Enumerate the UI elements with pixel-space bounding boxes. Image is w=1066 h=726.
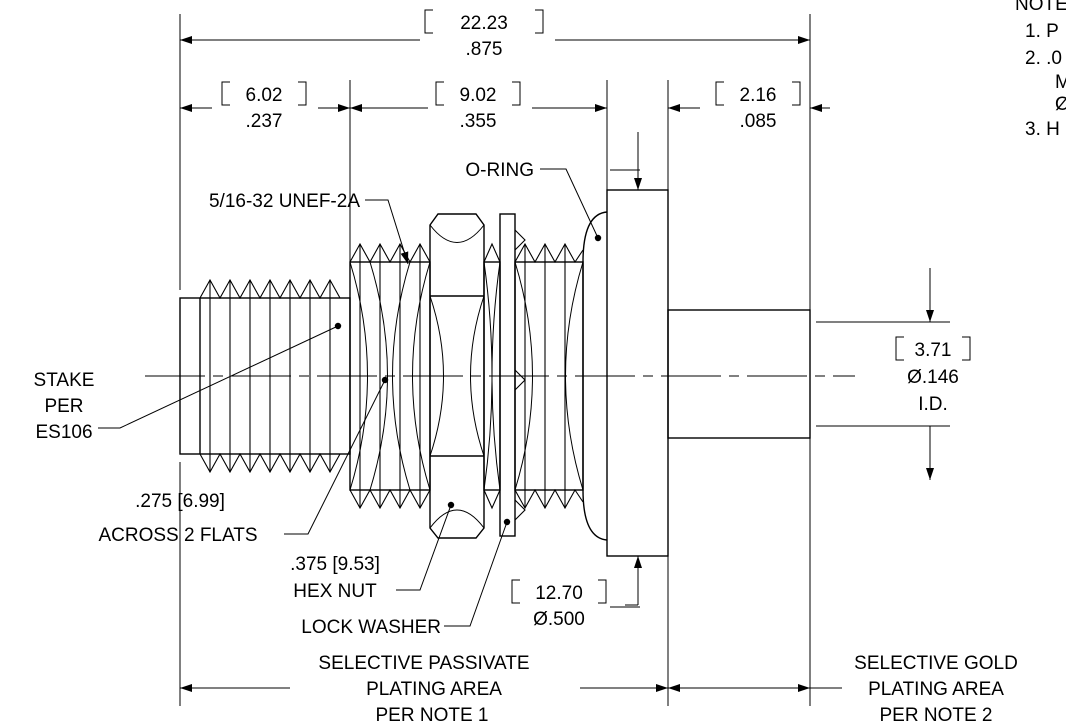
label-lockwasher: LOCK WASHER [301,617,441,638]
callouts: O-RING 5/16-32 UNEF-2A STAKE PER ES106 .… [34,160,1018,726]
notes-block: NOTES 1. P 2. .0 M Ø 3. H [1015,0,1066,140]
note-2-line-3: Ø [1055,94,1066,115]
label-stake-2: PER [44,396,83,417]
dimension-lines [180,36,934,692]
label-hex-1: .375 [9.53] [290,554,380,575]
dim-flange-in: Ø.500 [533,609,585,630]
label-flats-2: ACROSS 2 FLATS [98,525,257,546]
dim-right-mm: 2.16 [740,85,777,106]
label-gold-1: SELECTIVE GOLD [854,653,1018,674]
dim-left-in: .237 [246,111,283,132]
dim-id-mm: 3.71 [915,340,952,361]
connector-body [145,189,855,557]
label-flats-1: .275 [6.99] [135,491,225,512]
dim-overall-in: .875 [466,39,503,60]
label-thread: 5/16-32 UNEF-2A [209,191,360,212]
note-2-line-2: M [1055,72,1066,93]
dim-right-in: .085 [740,111,777,132]
dim-flange-mm: 12.70 [535,583,583,604]
label-stake-1: STAKE [34,370,95,391]
label-oring: O-RING [465,160,534,181]
dim-id-label: I.D. [918,394,948,415]
note-1: 1. P [1025,21,1059,42]
label-passivate-2: PLATING AREA [366,679,502,700]
note-2: 2. .0 [1025,48,1062,69]
dim-overall-mm: 22.23 [460,13,508,34]
label-passivate-1: SELECTIVE PASSIVATE [318,653,529,674]
dimension-text: 22.23 .875 6.02 .237 9.02 .355 2.16 .085… [221,9,971,630]
dim-mid-mm: 9.02 [460,85,497,106]
dim-id-in: Ø.146 [907,367,959,388]
label-gold-3: PER NOTE 2 [880,705,993,726]
label-stake-3: ES106 [35,422,92,443]
label-hex-2: HEX NUT [293,581,377,602]
notes-header: NOTES [1015,0,1066,15]
dim-mid-in: .355 [460,111,497,132]
label-gold-2: PLATING AREA [868,679,1004,700]
label-passivate-3: PER NOTE 1 [376,705,489,726]
note-3: 3. H [1025,119,1060,140]
dim-left-mm: 6.02 [246,85,283,106]
